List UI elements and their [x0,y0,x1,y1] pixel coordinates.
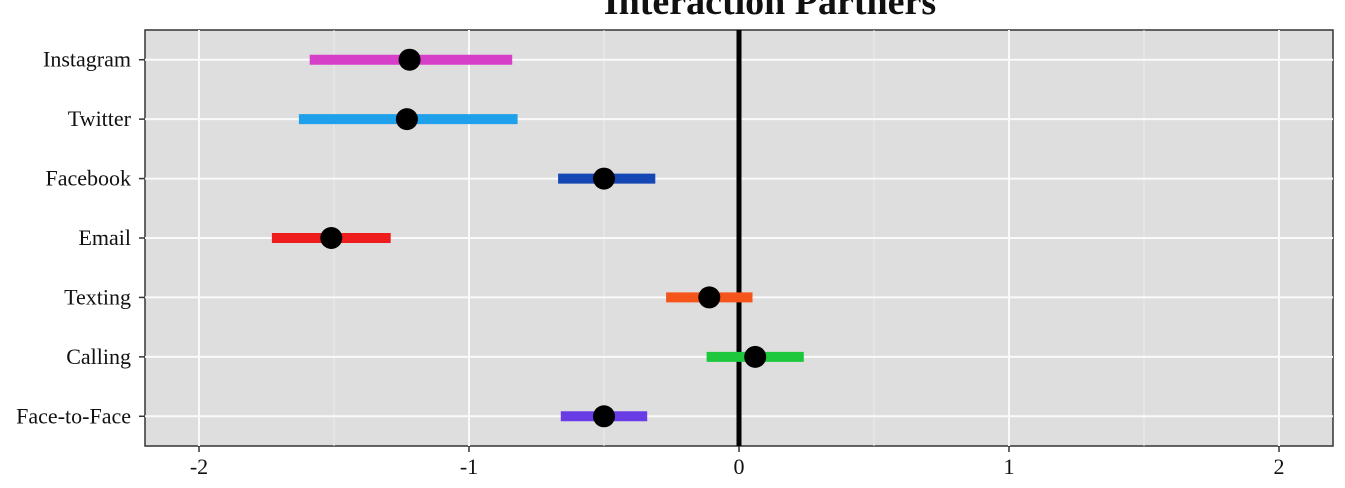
y-tick-label: Twitter [68,106,132,131]
point [593,405,615,428]
x-tick-label: -2 [190,454,208,479]
x-tick-label: 2 [1274,454,1285,479]
x-tick-label: 1 [1004,454,1015,479]
y-tick-label: Texting [64,284,131,309]
point [593,167,615,190]
y-tick-label: Email [78,225,131,250]
y-tick-label: Instagram [43,47,131,72]
y-tick-label: Face-to-Face [16,403,131,428]
x-tick-label: 0 [734,454,745,479]
y-tick-label: Calling [66,344,131,369]
point [395,108,418,131]
x-tick-label: -1 [460,454,478,479]
chart-title: Interaction Partners [604,0,936,23]
point [698,286,721,309]
point [320,227,343,249]
y-tick-label: Facebook [45,166,131,191]
point [398,48,421,71]
point [744,345,767,368]
